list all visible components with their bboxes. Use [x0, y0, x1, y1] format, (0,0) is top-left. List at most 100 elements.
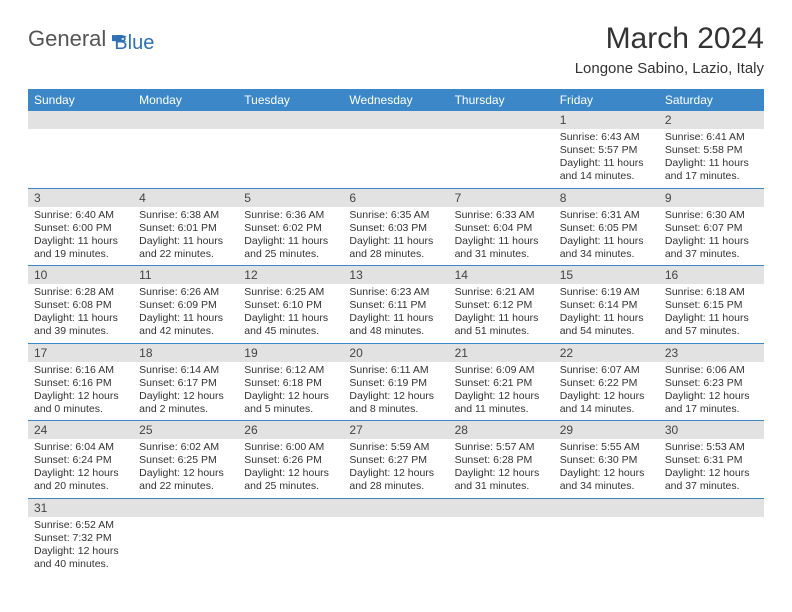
calendar-cell: 17Sunrise: 6:16 AMSunset: 6:16 PMDayligh… [28, 343, 133, 421]
day-number: 13 [343, 266, 448, 284]
day-number: 10 [28, 266, 133, 284]
calendar-cell: 21Sunrise: 6:09 AMSunset: 6:21 PMDayligh… [449, 343, 554, 421]
day-number: 19 [238, 344, 343, 362]
calendar-cell: 14Sunrise: 6:21 AMSunset: 6:12 PMDayligh… [449, 266, 554, 344]
day-number-empty [343, 499, 448, 517]
day-number: 14 [449, 266, 554, 284]
day-content: Sunrise: 6:35 AMSunset: 6:03 PMDaylight:… [343, 207, 448, 266]
day-number-empty [449, 111, 554, 129]
day-content: Sunrise: 6:33 AMSunset: 6:04 PMDaylight:… [449, 207, 554, 266]
calendar-cell: 8Sunrise: 6:31 AMSunset: 6:05 PMDaylight… [554, 188, 659, 266]
weekday-header: Friday [554, 89, 659, 111]
calendar-cell: 5Sunrise: 6:36 AMSunset: 6:02 PMDaylight… [238, 188, 343, 266]
weekday-header: Wednesday [343, 89, 448, 111]
day-number: 22 [554, 344, 659, 362]
day-number: 7 [449, 189, 554, 207]
calendar-cell [343, 498, 448, 575]
day-number: 2 [659, 111, 764, 129]
day-content: Sunrise: 5:59 AMSunset: 6:27 PMDaylight:… [343, 439, 448, 498]
day-content: Sunrise: 6:43 AMSunset: 5:57 PMDaylight:… [554, 129, 659, 188]
day-number: 8 [554, 189, 659, 207]
calendar-cell: 4Sunrise: 6:38 AMSunset: 6:01 PMDaylight… [133, 188, 238, 266]
calendar-cell: 2Sunrise: 6:41 AMSunset: 5:58 PMDaylight… [659, 111, 764, 188]
day-number: 3 [28, 189, 133, 207]
day-number: 6 [343, 189, 448, 207]
day-number-empty [238, 111, 343, 129]
calendar-cell [659, 498, 764, 575]
logo-text-general: General [28, 26, 106, 52]
day-number-empty [343, 111, 448, 129]
day-content: Sunrise: 5:57 AMSunset: 6:28 PMDaylight:… [449, 439, 554, 498]
day-number-empty [28, 111, 133, 129]
calendar-cell [449, 498, 554, 575]
day-number: 5 [238, 189, 343, 207]
day-number: 18 [133, 344, 238, 362]
day-number: 17 [28, 344, 133, 362]
day-number-empty [133, 499, 238, 517]
logo-text-blue: Blue [114, 32, 154, 55]
day-number: 21 [449, 344, 554, 362]
calendar-cell [554, 498, 659, 575]
calendar-cell: 22Sunrise: 6:07 AMSunset: 6:22 PMDayligh… [554, 343, 659, 421]
calendar-cell: 20Sunrise: 6:11 AMSunset: 6:19 PMDayligh… [343, 343, 448, 421]
calendar-table: SundayMondayTuesdayWednesdayThursdayFrid… [28, 89, 764, 575]
day-content: Sunrise: 6:52 AMSunset: 7:32 PMDaylight:… [28, 517, 133, 576]
calendar-header-row: SundayMondayTuesdayWednesdayThursdayFrid… [28, 89, 764, 111]
day-number: 24 [28, 421, 133, 439]
calendar-cell: 23Sunrise: 6:06 AMSunset: 6:23 PMDayligh… [659, 343, 764, 421]
month-title: March 2024 [575, 22, 764, 56]
day-content: Sunrise: 6:04 AMSunset: 6:24 PMDaylight:… [28, 439, 133, 498]
day-number: 20 [343, 344, 448, 362]
day-content: Sunrise: 5:55 AMSunset: 6:30 PMDaylight:… [554, 439, 659, 498]
day-content: Sunrise: 6:23 AMSunset: 6:11 PMDaylight:… [343, 284, 448, 343]
calendar-cell: 19Sunrise: 6:12 AMSunset: 6:18 PMDayligh… [238, 343, 343, 421]
day-number-empty [449, 499, 554, 517]
calendar-cell [449, 111, 554, 188]
day-number: 25 [133, 421, 238, 439]
day-content: Sunrise: 6:06 AMSunset: 6:23 PMDaylight:… [659, 362, 764, 421]
calendar-cell: 29Sunrise: 5:55 AMSunset: 6:30 PMDayligh… [554, 421, 659, 499]
calendar-cell [343, 111, 448, 188]
calendar-cell: 6Sunrise: 6:35 AMSunset: 6:03 PMDaylight… [343, 188, 448, 266]
day-content: Sunrise: 6:38 AMSunset: 6:01 PMDaylight:… [133, 207, 238, 266]
calendar-cell: 30Sunrise: 5:53 AMSunset: 6:31 PMDayligh… [659, 421, 764, 499]
day-number: 27 [343, 421, 448, 439]
calendar-cell: 3Sunrise: 6:40 AMSunset: 6:00 PMDaylight… [28, 188, 133, 266]
day-content: Sunrise: 6:00 AMSunset: 6:26 PMDaylight:… [238, 439, 343, 498]
day-number: 26 [238, 421, 343, 439]
weekday-header: Monday [133, 89, 238, 111]
day-number: 16 [659, 266, 764, 284]
calendar-cell: 13Sunrise: 6:23 AMSunset: 6:11 PMDayligh… [343, 266, 448, 344]
calendar-cell: 26Sunrise: 6:00 AMSunset: 6:26 PMDayligh… [238, 421, 343, 499]
day-number: 28 [449, 421, 554, 439]
day-number: 12 [238, 266, 343, 284]
day-content: Sunrise: 6:11 AMSunset: 6:19 PMDaylight:… [343, 362, 448, 421]
day-number-empty [554, 499, 659, 517]
calendar-cell: 27Sunrise: 5:59 AMSunset: 6:27 PMDayligh… [343, 421, 448, 499]
day-content: Sunrise: 6:25 AMSunset: 6:10 PMDaylight:… [238, 284, 343, 343]
day-content: Sunrise: 6:18 AMSunset: 6:15 PMDaylight:… [659, 284, 764, 343]
day-content: Sunrise: 6:16 AMSunset: 6:16 PMDaylight:… [28, 362, 133, 421]
calendar-cell: 28Sunrise: 5:57 AMSunset: 6:28 PMDayligh… [449, 421, 554, 499]
day-number: 23 [659, 344, 764, 362]
calendar-cell: 15Sunrise: 6:19 AMSunset: 6:14 PMDayligh… [554, 266, 659, 344]
day-content: Sunrise: 6:02 AMSunset: 6:25 PMDaylight:… [133, 439, 238, 498]
calendar-cell: 9Sunrise: 6:30 AMSunset: 6:07 PMDaylight… [659, 188, 764, 266]
day-number: 4 [133, 189, 238, 207]
calendar-cell [133, 498, 238, 575]
day-number: 15 [554, 266, 659, 284]
calendar-cell: 10Sunrise: 6:28 AMSunset: 6:08 PMDayligh… [28, 266, 133, 344]
day-content: Sunrise: 5:53 AMSunset: 6:31 PMDaylight:… [659, 439, 764, 498]
day-content: Sunrise: 6:41 AMSunset: 5:58 PMDaylight:… [659, 129, 764, 188]
calendar-cell: 25Sunrise: 6:02 AMSunset: 6:25 PMDayligh… [133, 421, 238, 499]
day-number: 31 [28, 499, 133, 517]
weekday-header: Sunday [28, 89, 133, 111]
day-content: Sunrise: 6:21 AMSunset: 6:12 PMDaylight:… [449, 284, 554, 343]
weekday-header: Thursday [449, 89, 554, 111]
day-content: Sunrise: 6:28 AMSunset: 6:08 PMDaylight:… [28, 284, 133, 343]
calendar-cell: 7Sunrise: 6:33 AMSunset: 6:04 PMDaylight… [449, 188, 554, 266]
day-content: Sunrise: 6:09 AMSunset: 6:21 PMDaylight:… [449, 362, 554, 421]
calendar-cell: 11Sunrise: 6:26 AMSunset: 6:09 PMDayligh… [133, 266, 238, 344]
day-content: Sunrise: 6:12 AMSunset: 6:18 PMDaylight:… [238, 362, 343, 421]
location: Longone Sabino, Lazio, Italy [575, 60, 764, 77]
